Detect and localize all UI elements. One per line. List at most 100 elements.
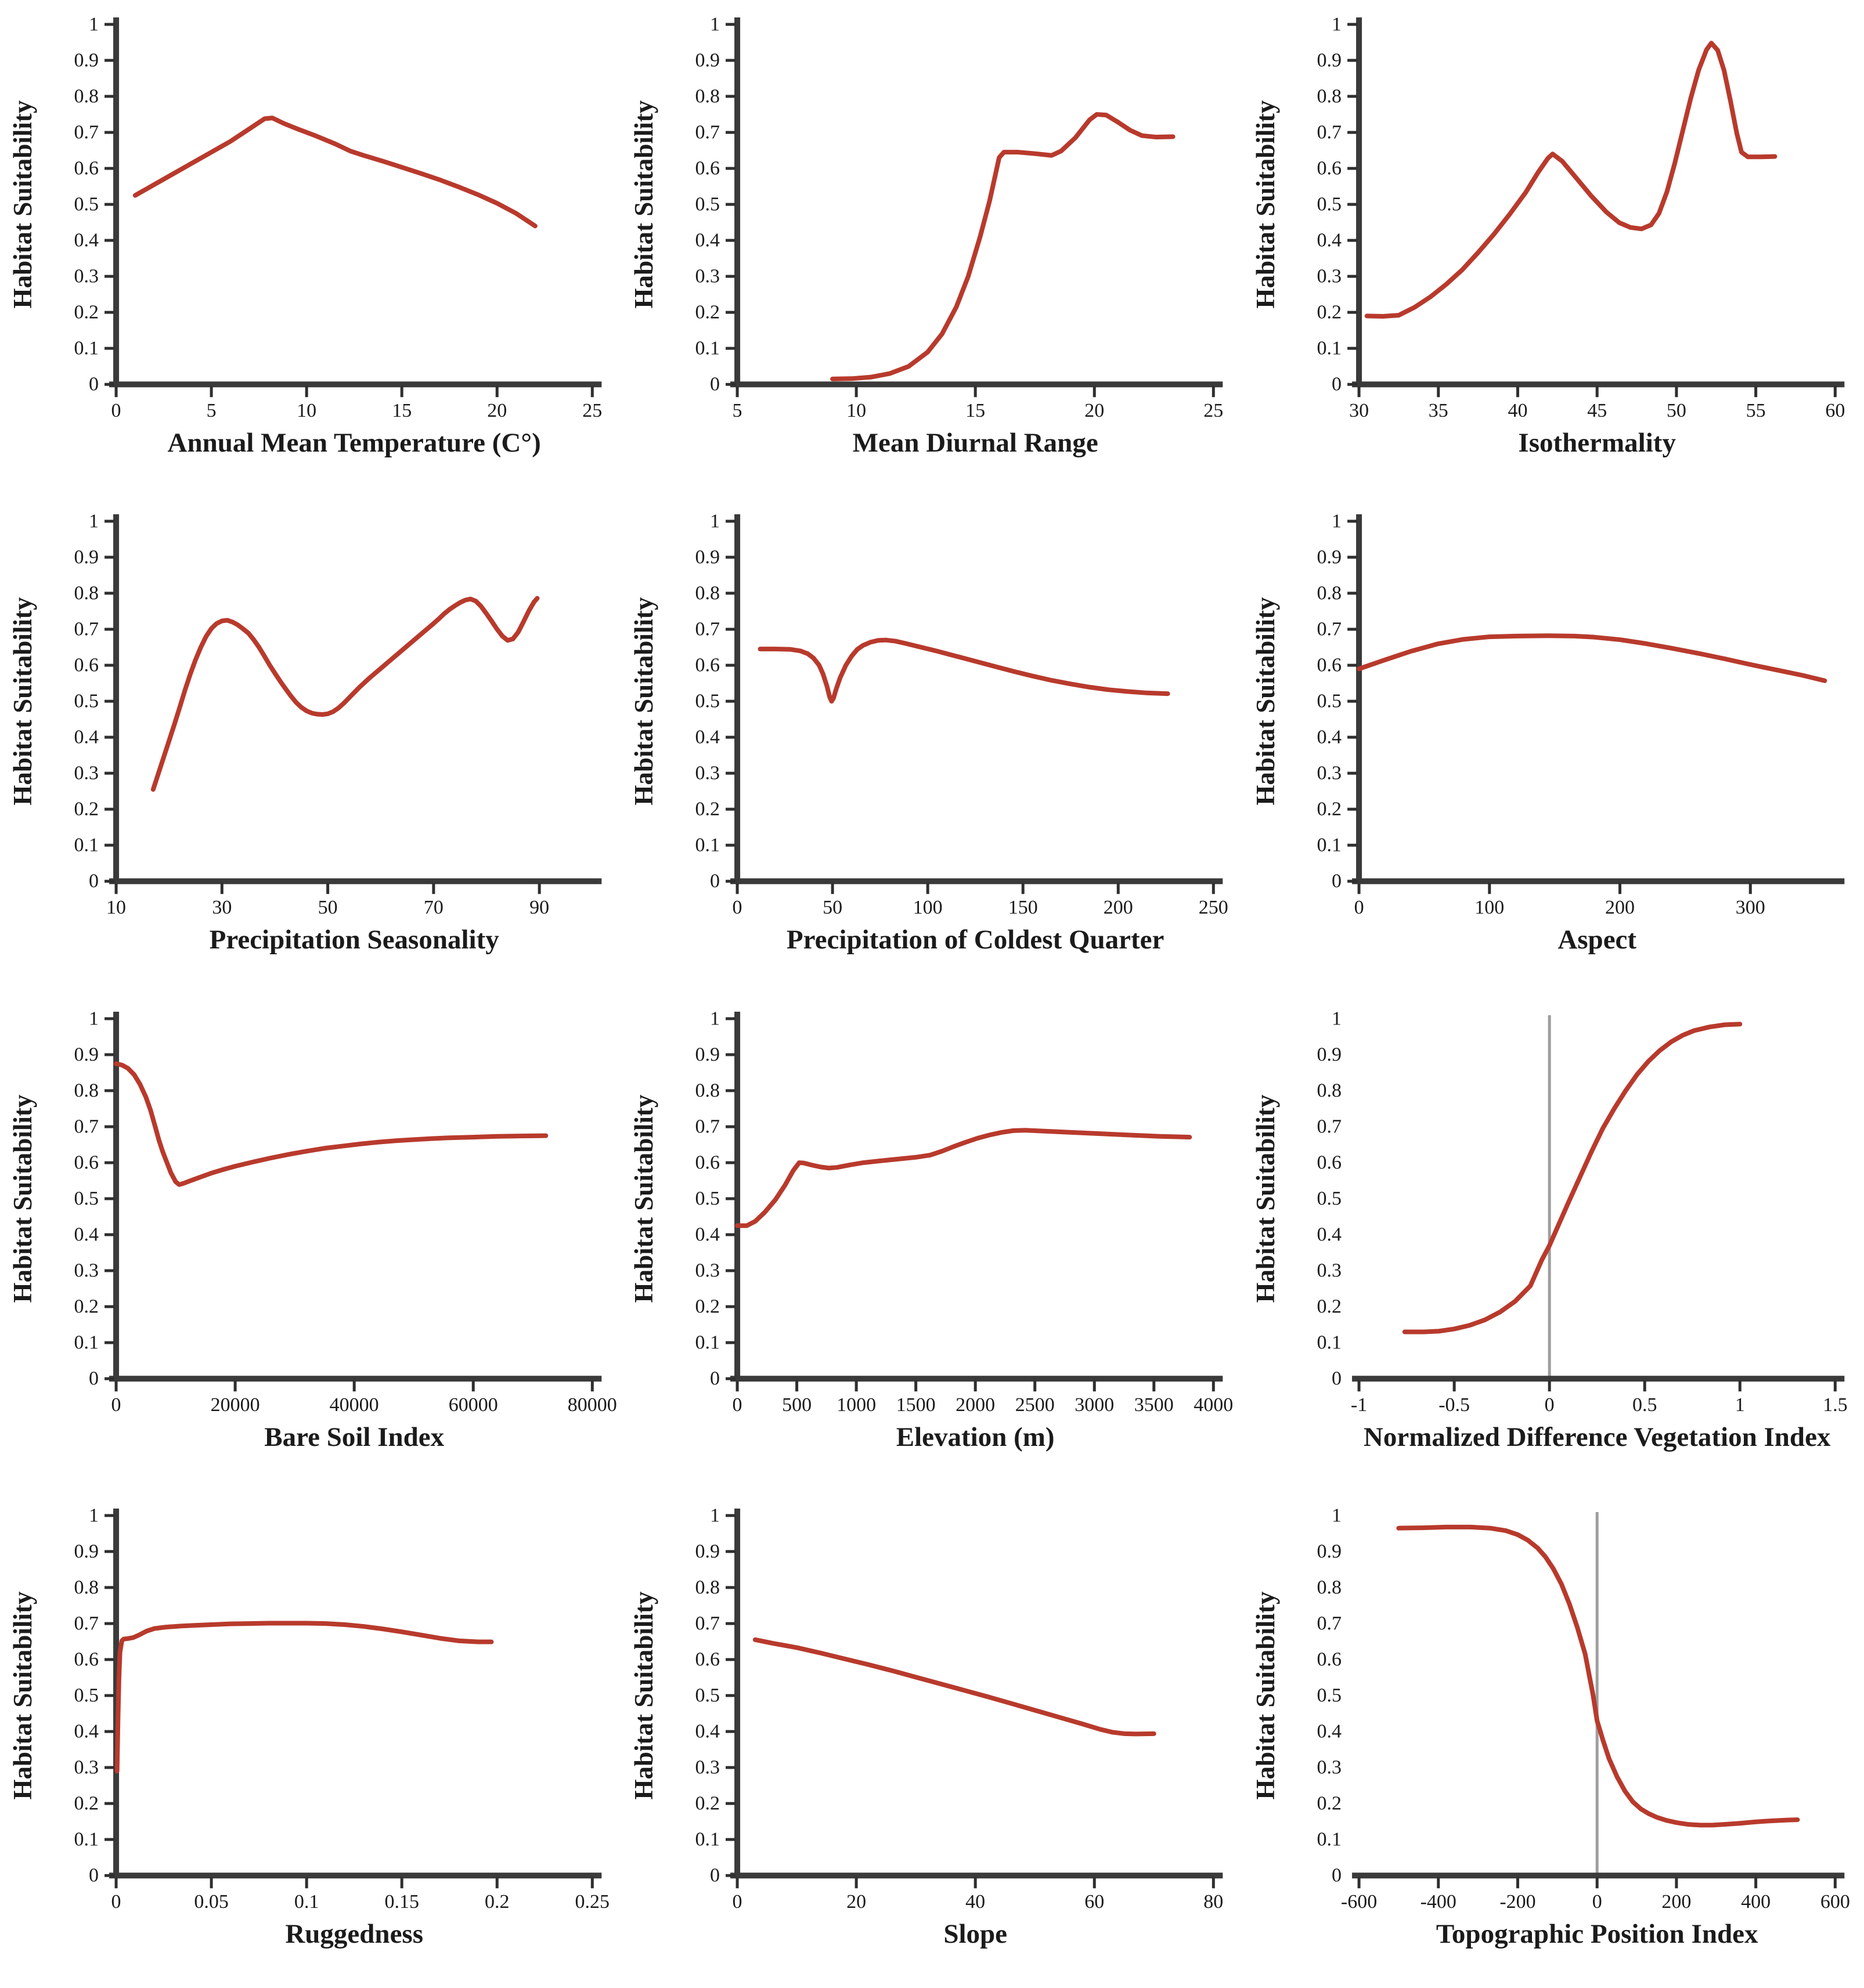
y-tick-label: 1: [89, 14, 99, 35]
y-tick-label: 0.4: [74, 230, 99, 251]
y-tick-label: 0.7: [74, 1612, 99, 1634]
chart-svg-ruggedness: 0 0.05 0.1 0.15 0.2 0.25 0 0.1 0.2 0.3 0.4 0.5 0.6 0.…: [8, 1504, 610, 1949]
chart-mean-diurnal-range: 5 10 15 20 25 0 0.1 0.2 0.3 0.4 0.5 0.6 0.7 0.8 0.9 1 Me…: [621, 0, 1242, 497]
y-axis-title: Habitat Suitability: [629, 100, 658, 308]
y-tick-label: 0.9: [695, 50, 720, 71]
x-tick-label: 0: [1544, 1394, 1554, 1416]
x-tick-label: 0.5: [1632, 1394, 1657, 1416]
x-tick-label: 55: [1746, 400, 1765, 421]
y-tick-label: 0.2: [695, 1296, 720, 1317]
chart-precipitation-coldest-quarter: 0 50 100 150 200 250 0 0.1 0.2 0.3 0.4 0.5 0.6 0.7 0.8…: [621, 497, 1242, 994]
chart-ruggedness: 0 0.05 0.1 0.15 0.2 0.25 0 0.1 0.2 0.3 0.4 0.5 0.6 0.…: [0, 1491, 621, 1988]
y-axis-title: Habitat Suitability: [1251, 1094, 1280, 1303]
y-tick-label: 0.3: [695, 1756, 720, 1778]
y-tick-label: 0.5: [695, 194, 720, 215]
response-curve: [114, 1621, 494, 1774]
x-axis-title: Ruggedness: [285, 1919, 423, 1949]
y-tick-label: 0: [1332, 374, 1342, 395]
x-axis-title: Bare Soil Index: [264, 1422, 444, 1452]
x-axis-title: Slope: [944, 1919, 1008, 1949]
y-tick-label: 0.3: [74, 763, 99, 784]
y-tick-label: 0.5: [695, 1684, 720, 1706]
x-tick-label: 400: [1741, 1891, 1771, 1913]
y-tick-label: 0.4: [74, 1720, 99, 1742]
x-tick-label: 1000: [837, 1394, 876, 1416]
x-axis-title: Topographic Position Index: [1436, 1919, 1758, 1949]
chart-svg-ndvi: -1 -0.5 0 0.5 1 1.5 0 0.1 0.2 0.3 0.4 0.5 0.6 0.7 0.8 0…: [1251, 1008, 1848, 1452]
y-tick-label: 0.8: [695, 583, 720, 604]
y-tick-label: 0.2: [695, 1792, 720, 1814]
y-tick-label: 0.9: [74, 547, 99, 568]
x-axis-title: Normalized Difference Vegetation Index: [1364, 1422, 1831, 1452]
x-tick-label: 20: [1085, 400, 1105, 421]
x-tick-label: 100: [913, 897, 943, 918]
chart-svg-isothermality: 30 35 40 45 50 55 60 0 0.1 0.2 0.3 0.4 0.5 0.6 0.7 0.8 0…: [1251, 14, 1845, 459]
x-tick-label: 10: [106, 897, 126, 918]
y-tick-label: 0.5: [74, 1684, 99, 1706]
y-tick-label: 0.8: [74, 1080, 99, 1101]
y-tick-label: 0.3: [74, 266, 99, 287]
y-tick-label: 0.5: [74, 691, 99, 712]
y-tick-label: 0.5: [695, 1188, 720, 1209]
y-tick-label: 0.1: [695, 1332, 720, 1353]
y-tick-label: 0.3: [695, 763, 720, 784]
x-tick-label: 25: [1204, 400, 1224, 421]
response-curve: [1402, 1021, 1742, 1334]
x-tick-label: 35: [1428, 400, 1448, 421]
y-tick-label: 0.5: [1317, 1684, 1342, 1706]
y-axis-title: Habitat Suitability: [8, 1591, 37, 1799]
y-tick-label: 0.4: [1317, 727, 1342, 748]
y-tick-label: 0.5: [74, 1188, 99, 1209]
y-tick-label: 0.8: [695, 1080, 720, 1101]
y-tick-label: 0: [1332, 1865, 1342, 1886]
y-axis-title: Habitat Suitability: [8, 100, 37, 308]
x-tick-label: 300: [1735, 897, 1765, 918]
y-tick-label: 0.1: [1317, 338, 1342, 359]
y-tick-label: 0.4: [1317, 230, 1342, 251]
x-tick-label: -600: [1341, 1891, 1377, 1913]
x-tick-label: 100: [1474, 897, 1504, 918]
y-tick-label: 0.4: [695, 1720, 720, 1742]
y-tick-label: 1: [1332, 1504, 1342, 1526]
x-axis-title: Aspect: [1557, 925, 1636, 955]
y-tick-label: 0.1: [695, 1828, 720, 1850]
y-tick-label: 0.2: [74, 1296, 99, 1317]
x-tick-label: 50: [318, 897, 338, 918]
y-tick-label: 0.4: [695, 230, 720, 251]
y-tick-label: 0.5: [74, 194, 99, 215]
y-tick-label: 0.6: [74, 158, 99, 179]
y-tick-label: 0.3: [1317, 1756, 1342, 1778]
y-tick-label: 0.9: [74, 1044, 99, 1065]
x-tick-label: 0: [111, 400, 121, 421]
y-tick-label: 1: [89, 511, 99, 532]
chart-svg-precipitation-coldest-quarter: 0 50 100 150 200 250 0 0.1 0.2 0.3 0.4 0.5 0.6 0.7 0.8…: [629, 511, 1228, 955]
y-tick-label: 0.7: [74, 1116, 99, 1137]
y-axis-title: Habitat Suitability: [629, 1591, 658, 1799]
x-tick-label: 60: [1825, 400, 1845, 421]
y-tick-label: 0.7: [695, 122, 720, 143]
x-tick-label: 1500: [896, 1394, 936, 1416]
y-tick-label: 0.3: [1317, 1260, 1342, 1281]
x-tick-label: 5: [207, 400, 217, 421]
y-tick-label: 0.6: [1317, 1648, 1342, 1670]
y-tick-label: 0.7: [1317, 1612, 1342, 1634]
y-tick-label: 0: [1332, 871, 1342, 892]
x-tick-label: 250: [1199, 897, 1228, 918]
y-tick-label: 0.9: [74, 50, 99, 71]
y-tick-label: 0.9: [695, 1044, 720, 1065]
y-tick-label: 0.8: [695, 86, 720, 107]
x-tick-label: 0: [111, 1394, 121, 1416]
y-tick-label: 0: [1332, 1368, 1342, 1389]
x-tick-label: 80000: [568, 1394, 617, 1416]
y-tick-label: 0.8: [1317, 1576, 1342, 1598]
y-tick-label: 0.6: [695, 1152, 720, 1173]
y-tick-label: 0.8: [1317, 86, 1342, 107]
y-tick-label: 0.3: [74, 1756, 99, 1778]
y-tick-label: 0.6: [1317, 655, 1342, 676]
x-tick-label: 1.5: [1823, 1394, 1848, 1416]
x-tick-label: 0: [733, 897, 742, 918]
y-tick-label: 0.8: [695, 1576, 720, 1598]
y-tick-label: 1: [1332, 511, 1342, 532]
y-axis-title: Habitat Suitability: [8, 597, 37, 805]
